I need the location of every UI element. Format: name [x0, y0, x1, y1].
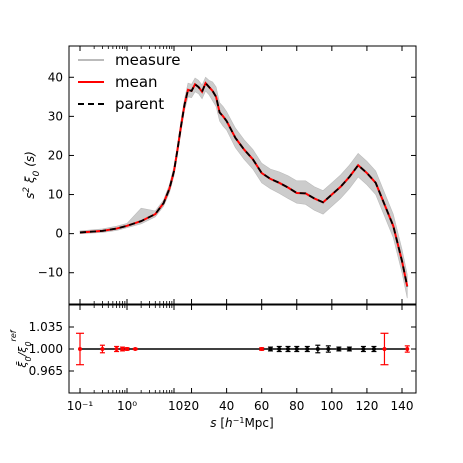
legend-measure-label: measure [115, 51, 180, 69]
ratio-y-tick-label: 1.035 [29, 320, 63, 334]
main-lines [79, 81, 409, 287]
x-tick-label: 20 [184, 399, 199, 413]
main-plot-frame [68, 45, 417, 305]
black-errorbar-point [361, 347, 366, 351]
black-errorbar-point [305, 347, 310, 351]
red-errorbar-point [382, 347, 387, 351]
black-errorbar-point [294, 347, 299, 351]
main-y-tick-label: 20 [48, 148, 63, 162]
measure-band-area [79, 76, 408, 299]
series-line-parent [79, 81, 409, 287]
ratio-errorbars [76, 332, 410, 366]
legend: measure mean parent [78, 51, 180, 113]
main-y-ticks: −10 0 10 20 30 40 [38, 70, 416, 280]
red-errorbar-point [405, 347, 410, 351]
x-tick-label: 80 [289, 399, 304, 413]
main-y-tick-label: 30 [48, 109, 63, 123]
x-tick-label: 10⁻¹ [67, 399, 94, 413]
black-errorbar-point [336, 347, 341, 351]
black-errorbar-point [371, 347, 376, 351]
ratio-y-tick-label: 1.000 [29, 342, 63, 356]
red-errorbar-point [133, 347, 138, 351]
x-tick-label: 140 [391, 399, 414, 413]
ratio-plot-frame [68, 304, 417, 394]
x-tick-label: 120 [355, 399, 378, 413]
x-tick-label: 10⁰ [117, 399, 137, 413]
main-y-tick-label: 40 [48, 70, 63, 84]
black-errorbar-point [268, 347, 273, 351]
black-errorbar-point [326, 347, 331, 351]
black-errorbar-point [315, 347, 320, 351]
black-errorbar-point [347, 347, 352, 351]
x-tick-label: 100 [320, 399, 343, 413]
black-errorbar-point [277, 347, 282, 351]
ratio-y-tick-label: 0.965 [29, 364, 63, 378]
red-errorbar-point [100, 347, 105, 351]
black-errorbar-point [286, 347, 290, 351]
x-tick-label: 10¹ [168, 399, 188, 413]
x-tick-label: 60 [254, 399, 269, 413]
legend-parent-label: parent [115, 95, 164, 113]
legend-mean-label: mean [115, 73, 158, 91]
x-tick-label: 40 [219, 399, 234, 413]
measure-band [79, 76, 408, 299]
red-errorbar-point [259, 347, 264, 351]
red-errorbar-point [78, 347, 82, 351]
red-errorbar-point [120, 347, 125, 351]
red-errorbar-point [125, 347, 129, 351]
red-errorbar-point [114, 347, 119, 351]
main-y-tick-label: 10 [48, 188, 63, 202]
main-y-tick-label: −10 [38, 266, 63, 280]
x-axis-label: s [h−1Mpc] [210, 416, 273, 431]
ratio-y-ticks: 1.035 1.000 0.965 [29, 320, 416, 378]
main-y-tick-label: 0 [55, 227, 63, 241]
